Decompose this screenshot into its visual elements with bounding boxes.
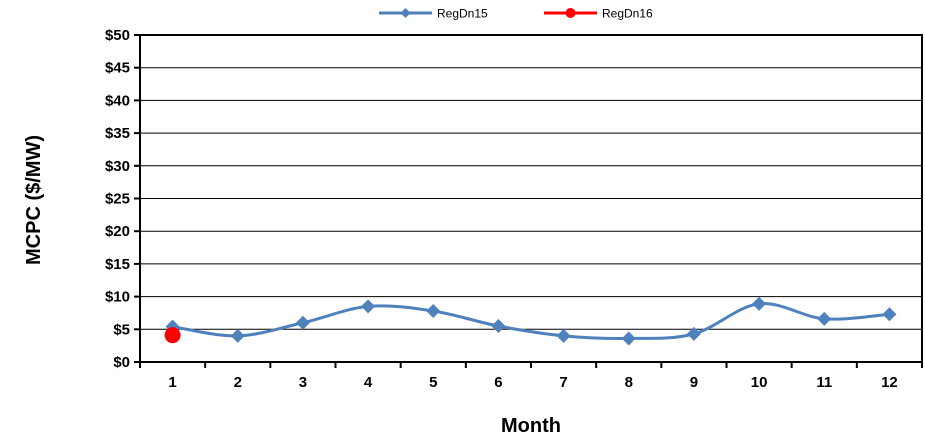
y-tick-label: $40 bbox=[105, 92, 130, 109]
gridlines bbox=[140, 34, 922, 330]
data-point-regdn15 bbox=[752, 296, 767, 311]
x-tick-label: 10 bbox=[751, 374, 768, 391]
x-tick-label: 11 bbox=[816, 374, 832, 391]
x-tick-label: 3 bbox=[299, 374, 307, 391]
axes: $0$5$10$15$20$25$30$35$40$45$501 2 3 4 5 6 7 8 9… bbox=[105, 27, 923, 391]
y-tick-label: $45 bbox=[105, 60, 130, 77]
x-tick-label: 12 bbox=[881, 374, 898, 391]
series-line-regdn15 bbox=[172, 302, 890, 341]
data-point-regdn15 bbox=[686, 326, 701, 341]
data-point-regdn15 bbox=[295, 315, 310, 330]
y-tick-label: $50 bbox=[105, 27, 130, 44]
x-tick-label: 9 bbox=[690, 374, 698, 391]
x-tick-label: 7 bbox=[559, 374, 567, 391]
y-axis-title: MCPC ($/MW) bbox=[23, 135, 45, 265]
legend-label-regdn16: RegDn16 bbox=[602, 7, 653, 21]
y-tick-label: $0 bbox=[113, 354, 130, 371]
data-point-regdn15 bbox=[882, 307, 897, 322]
x-tick-label: 2 bbox=[234, 374, 242, 391]
data-point-regdn15 bbox=[817, 311, 832, 326]
legend-label-regdn15: RegDn15 bbox=[437, 7, 488, 21]
x-axis-title: Month bbox=[501, 415, 561, 437]
series-layer bbox=[164, 296, 897, 346]
y-tick-label: $35 bbox=[105, 125, 130, 142]
data-point-regdn15 bbox=[556, 328, 571, 343]
y-tick-label: $15 bbox=[105, 256, 130, 273]
legend-marker-regdn16 bbox=[565, 8, 576, 18]
x-tick-label: 1 bbox=[168, 374, 176, 391]
legend-item-regdn16: RegDn16 bbox=[544, 7, 653, 21]
data-point-regdn15 bbox=[621, 331, 636, 346]
legend-marker-regdn15 bbox=[400, 8, 411, 18]
x-tick-label: 4 bbox=[364, 374, 373, 391]
data-point-regdn15 bbox=[491, 319, 506, 334]
y-tick-label: $5 bbox=[113, 321, 130, 338]
y-tick-label: $30 bbox=[105, 158, 130, 175]
y-tick-label: $20 bbox=[105, 223, 130, 240]
x-tick-label: 6 bbox=[494, 374, 502, 391]
legend-item-regdn15: RegDn15 bbox=[379, 7, 488, 21]
y-tick-label: $25 bbox=[105, 191, 130, 208]
data-point-regdn15 bbox=[361, 299, 376, 314]
legend: RegDn15 RegDn16 bbox=[379, 7, 653, 21]
data-point-regdn15 bbox=[230, 328, 245, 343]
y-tick-label: $10 bbox=[105, 289, 130, 306]
x-tick-label: 8 bbox=[625, 374, 633, 391]
data-point-regdn16 bbox=[164, 327, 181, 344]
data-point-regdn15 bbox=[426, 303, 441, 318]
x-tick-label: 5 bbox=[429, 374, 437, 391]
